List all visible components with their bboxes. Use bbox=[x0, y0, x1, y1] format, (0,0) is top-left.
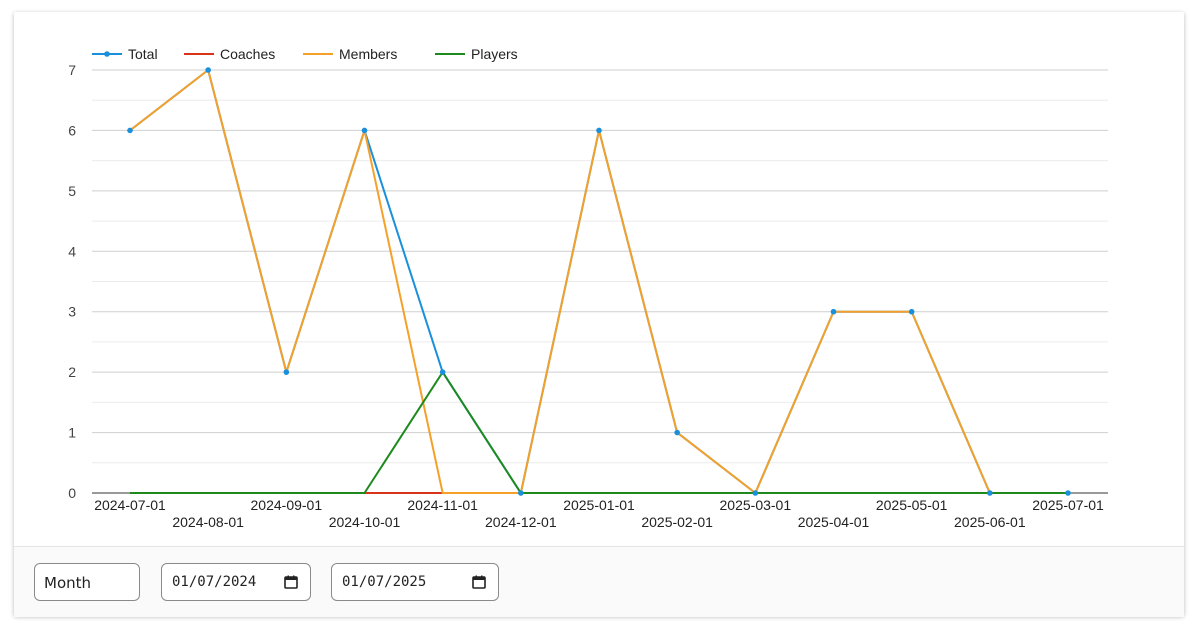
y-axis: 0 1 2 3 4 5 6 7 bbox=[68, 62, 76, 501]
legend-label-members: Members bbox=[339, 46, 397, 62]
series-lines bbox=[127, 67, 1071, 496]
legend-item-players[interactable]: Players bbox=[435, 46, 518, 62]
legend-item-total[interactable]: Total bbox=[92, 46, 158, 62]
x-tick-label: 2024-09-01 bbox=[251, 497, 323, 513]
chart-controls: Month 01/07/2024 01/07/2025 bbox=[14, 546, 1184, 617]
legend-label-total: Total bbox=[128, 46, 158, 62]
data-point-total[interactable] bbox=[674, 429, 680, 436]
legend-item-coaches[interactable]: Coaches bbox=[184, 46, 275, 62]
y-tick-label: 2 bbox=[68, 364, 76, 380]
period-select[interactable]: Month bbox=[34, 563, 140, 601]
date-from-value: 01/07/2024 bbox=[172, 574, 257, 590]
x-tick-label: 2024-08-01 bbox=[172, 514, 244, 530]
grid bbox=[92, 69, 1108, 494]
y-tick-label: 4 bbox=[68, 243, 76, 259]
data-point-total[interactable] bbox=[596, 127, 602, 134]
data-point-total[interactable] bbox=[439, 369, 446, 375]
legend[interactable]: Total Coaches Members Players bbox=[92, 46, 518, 62]
x-tick-label: 2025-04-01 bbox=[798, 514, 870, 530]
period-select-value: Month bbox=[44, 574, 92, 592]
x-tick-label: 2025-05-01 bbox=[876, 497, 948, 513]
data-point-total[interactable] bbox=[518, 490, 524, 496]
data-point-total[interactable] bbox=[752, 490, 759, 496]
data-point-total[interactable] bbox=[830, 308, 837, 315]
x-tick-label: 2024-12-01 bbox=[485, 514, 557, 530]
x-tick-label: 2024-10-01 bbox=[329, 514, 401, 530]
x-tick-label: 2024-11-01 bbox=[407, 497, 478, 513]
y-tick-label: 3 bbox=[68, 304, 76, 320]
y-tick-label: 7 bbox=[68, 62, 76, 78]
data-point-total[interactable] bbox=[908, 308, 915, 315]
x-tick-label: 2025-01-01 bbox=[563, 497, 635, 513]
x-tick-label: 2025-06-01 bbox=[954, 514, 1026, 530]
legend-label-coaches: Coaches bbox=[220, 46, 275, 62]
x-tick-label: 2024-07-01 bbox=[94, 497, 166, 513]
series-line-members bbox=[129, 69, 991, 494]
x-tick-label: 2025-03-01 bbox=[720, 497, 792, 513]
date-to-input[interactable]: 01/07/2025 bbox=[331, 563, 499, 601]
x-axis: 2024-07-01 2024-08-01 2024-09-01 2024-10-01… bbox=[94, 497, 1104, 530]
date-to-value: 01/07/2025 bbox=[342, 574, 427, 590]
x-tick-label: 2025-02-01 bbox=[641, 514, 713, 530]
series-line-players bbox=[130, 371, 1068, 494]
data-point-total[interactable] bbox=[1065, 490, 1071, 496]
data-point-total[interactable] bbox=[987, 490, 993, 496]
data-point-total[interactable] bbox=[127, 127, 133, 134]
data-point-total[interactable] bbox=[361, 127, 368, 134]
legend-item-members[interactable]: Members bbox=[303, 46, 397, 62]
calendar-icon[interactable] bbox=[284, 575, 298, 589]
y-tick-label: 1 bbox=[68, 425, 76, 441]
y-tick-label: 5 bbox=[68, 183, 76, 199]
y-tick-label: 0 bbox=[68, 485, 76, 501]
y-tick-label: 6 bbox=[68, 122, 76, 138]
date-from-input[interactable]: 01/07/2024 bbox=[161, 563, 311, 601]
calendar-icon[interactable] bbox=[472, 575, 486, 589]
data-point-total[interactable] bbox=[283, 369, 290, 375]
legend-marker-total bbox=[104, 51, 110, 57]
data-point-total[interactable] bbox=[205, 67, 211, 73]
x-tick-label: 2025-07-01 bbox=[1032, 497, 1104, 513]
legend-label-players: Players bbox=[471, 46, 518, 62]
